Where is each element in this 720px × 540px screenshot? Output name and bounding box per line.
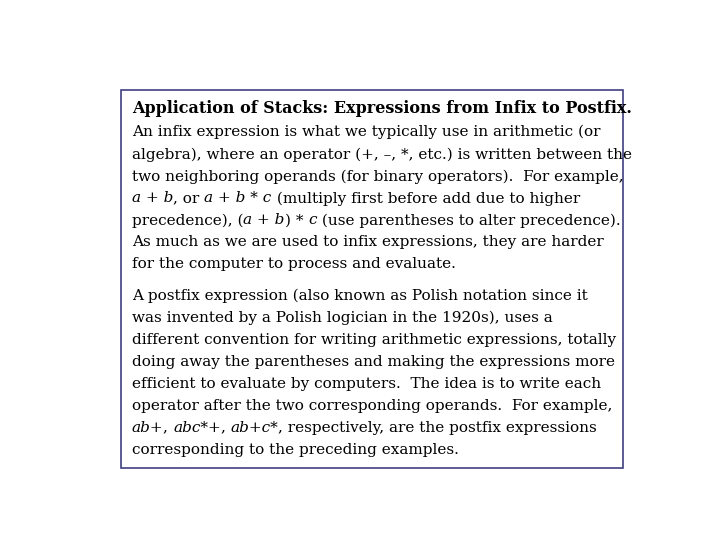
Text: a + b: a + b <box>132 191 174 205</box>
Text: , respectively, are the postfix expressions: , respectively, are the postfix expressi… <box>279 421 597 435</box>
Text: was invented by a Polish logician in the 1920s), uses a: was invented by a Polish logician in the… <box>132 310 553 325</box>
FancyBboxPatch shape <box>121 90 623 468</box>
Text: ab+c*: ab+c* <box>230 421 279 435</box>
Text: two neighboring operands (for binary operators).  For example,: two neighboring operands (for binary ope… <box>132 169 624 184</box>
Text: (multiply first before add due to higher: (multiply first before add due to higher <box>271 191 580 206</box>
Text: for the computer to process and evaluate.: for the computer to process and evaluate… <box>132 258 456 271</box>
Text: operator after the two corresponding operands.  For example,: operator after the two corresponding ope… <box>132 399 612 413</box>
Text: algebra), where an operator (+, –, *, etc.) is written between the: algebra), where an operator (+, –, *, et… <box>132 147 632 161</box>
Text: ,: , <box>163 421 174 435</box>
Text: ab+: ab+ <box>132 421 163 435</box>
Text: doing away the parentheses and making the expressions more: doing away the parentheses and making th… <box>132 355 615 369</box>
Text: a + b * c: a + b * c <box>204 191 271 205</box>
Text: , or: , or <box>174 191 204 205</box>
Text: As much as we are used to infix expressions, they are harder: As much as we are used to infix expressi… <box>132 235 603 249</box>
Text: precedence), (: precedence), ( <box>132 213 243 228</box>
Text: c: c <box>308 213 317 227</box>
Text: Application of Stacks: Expressions from Infix to Postfix.: Application of Stacks: Expressions from … <box>132 100 631 117</box>
Text: An infix expression is what we typically use in arithmetic (or: An infix expression is what we typically… <box>132 125 600 139</box>
Text: abc*+: abc*+ <box>174 421 221 435</box>
Text: A postfix expression (also known as Polish notation since it: A postfix expression (also known as Poli… <box>132 288 588 303</box>
Text: a + b: a + b <box>243 213 284 227</box>
Text: efficient to evaluate by computers.  The idea is to write each: efficient to evaluate by computers. The … <box>132 377 601 390</box>
Text: ,: , <box>221 421 230 435</box>
Text: different convention for writing arithmetic expressions, totally: different convention for writing arithme… <box>132 333 616 347</box>
Text: corresponding to the preceding examples.: corresponding to the preceding examples. <box>132 443 459 457</box>
Text: ) *: ) * <box>284 213 308 227</box>
Text: (use parentheses to alter precedence).: (use parentheses to alter precedence). <box>317 213 620 228</box>
